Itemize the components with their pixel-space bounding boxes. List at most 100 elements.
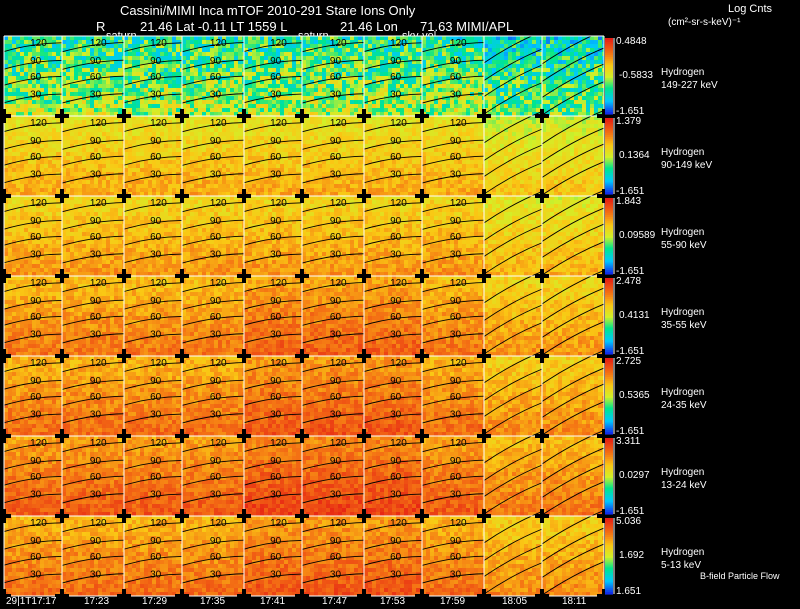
heatmap-cell — [546, 64, 550, 68]
heatmap-cell — [62, 168, 66, 172]
heatmap-cell — [322, 168, 326, 172]
heatmap-cell — [488, 36, 492, 40]
heatmap-cell — [24, 120, 28, 124]
heatmap-cell — [132, 104, 136, 108]
heatmap-cell — [358, 160, 362, 164]
heatmap-cell — [500, 44, 504, 48]
heatmap-cell — [264, 56, 268, 60]
heatmap-cell — [574, 48, 578, 52]
heatmap-cell — [342, 68, 346, 72]
heatmap-cell — [438, 36, 442, 40]
heatmap-cell — [32, 180, 36, 184]
heatmap-cell — [226, 188, 230, 192]
heatmap-cell — [256, 120, 260, 124]
heatmap-cell — [124, 56, 128, 60]
heatmap-cell — [12, 108, 16, 112]
heatmap-cell — [350, 124, 354, 128]
heatmap-cell — [52, 52, 56, 56]
heatmap-cell — [306, 120, 310, 124]
heatmap-cell — [164, 72, 168, 76]
heatmap-cell — [292, 104, 296, 108]
heatmap-cell — [214, 184, 218, 188]
heatmap-cell — [594, 76, 598, 80]
heatmap-cell — [508, 88, 512, 92]
heatmap-cell — [48, 160, 52, 164]
heatmap-cell — [124, 40, 128, 44]
heatmap-cell — [342, 152, 346, 156]
heatmap-cell — [488, 84, 492, 88]
heatmap-cell — [594, 108, 598, 112]
heatmap-cell — [252, 152, 256, 156]
heatmap-cell — [206, 104, 210, 108]
heatmap-cell — [132, 184, 136, 188]
heatmap-cell — [318, 136, 322, 140]
heatmap-cell — [306, 152, 310, 156]
heatmap-cell — [176, 68, 180, 72]
heatmap-cell — [260, 68, 264, 72]
heatmap-cell — [536, 96, 540, 100]
heatmap-cell — [532, 44, 536, 48]
heatmap-cell — [28, 180, 32, 184]
heatmap-cell — [288, 128, 292, 132]
heatmap-cell — [446, 108, 450, 112]
heatmap-cell — [454, 100, 458, 104]
heatmap-cell — [128, 156, 132, 160]
heatmap-cell — [66, 44, 70, 48]
heatmap-cell — [412, 84, 416, 88]
heatmap-cell — [244, 172, 248, 176]
heatmap-cell — [62, 104, 66, 108]
heatmap-cell — [350, 64, 354, 68]
heatmap-cell — [190, 172, 194, 176]
heatmap-cell — [62, 88, 66, 92]
heatmap-cell — [542, 44, 546, 48]
heatmap-cell — [582, 52, 586, 56]
heatmap-cell — [186, 96, 190, 100]
heatmap-cell — [318, 152, 322, 156]
heatmap-cell — [492, 68, 496, 72]
heatmap-cell — [226, 48, 230, 52]
heatmap-cell — [176, 184, 180, 188]
heatmap-cell — [62, 124, 66, 128]
heatmap-cell — [70, 184, 74, 188]
heatmap-cell — [114, 180, 118, 184]
heatmap-cell — [416, 56, 420, 60]
heatmap-cell — [244, 76, 248, 80]
heatmap-cell — [412, 108, 416, 112]
heatmap-cell — [136, 92, 140, 96]
heatmap-cell — [226, 168, 230, 172]
heatmap-cell — [28, 184, 32, 188]
heatmap-cell — [114, 136, 118, 140]
heatmap-cell — [176, 148, 180, 152]
heatmap-cell — [12, 72, 16, 76]
heatmap-cell — [12, 112, 16, 116]
heatmap-cell — [8, 172, 12, 176]
heatmap-cell — [508, 52, 512, 56]
heatmap-cell — [252, 172, 256, 176]
heatmap-cell — [570, 40, 574, 44]
heatmap-cell — [454, 108, 458, 112]
heatmap-cell — [226, 180, 230, 184]
heatmap-cell — [546, 72, 550, 76]
heatmap-cell — [140, 84, 144, 88]
heatmap-cell — [296, 108, 300, 112]
heatmap-cell — [598, 96, 602, 100]
heatmap-cell — [462, 112, 466, 116]
heatmap-cell — [496, 112, 500, 116]
heatmap-cell — [546, 48, 550, 52]
heatmap-cell — [442, 84, 446, 88]
heatmap-cell — [144, 36, 148, 40]
heatmap-cell — [470, 72, 474, 76]
heatmap-cell — [438, 68, 442, 72]
heatmap-cell — [110, 160, 114, 164]
heatmap-cell — [318, 108, 322, 112]
heatmap-cell — [478, 68, 482, 72]
heatmap-cell — [164, 76, 168, 80]
heatmap-cell — [124, 44, 128, 48]
heatmap-cell — [136, 180, 140, 184]
heatmap-cell — [422, 104, 426, 108]
heatmap-cell — [256, 148, 260, 152]
heatmap-cell — [384, 88, 388, 92]
heatmap-cell — [306, 56, 310, 60]
heatmap-cell — [40, 104, 44, 108]
heatmap-cell — [202, 188, 206, 192]
